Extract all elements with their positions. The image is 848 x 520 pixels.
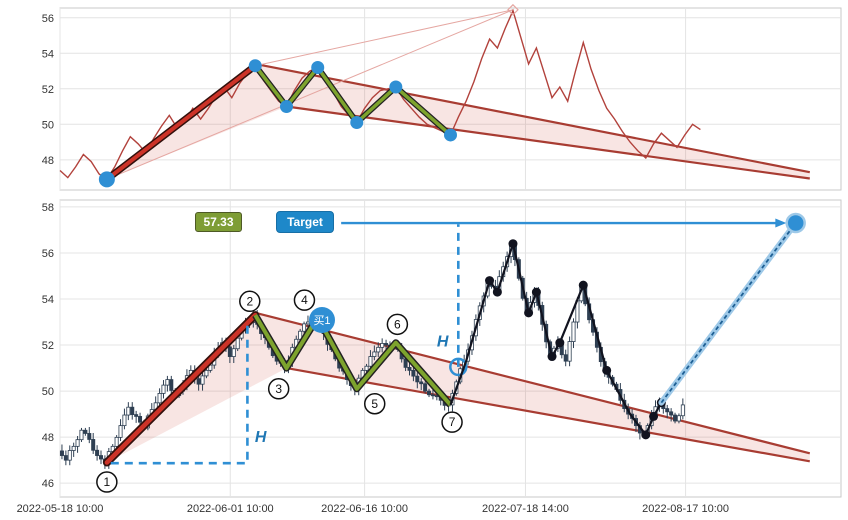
- y-tick-label: 56: [42, 13, 54, 25]
- y-tick-label: 48: [42, 155, 54, 167]
- pole-fill: [106, 65, 287, 180]
- y-tick-label: 50: [42, 386, 54, 398]
- pivot-dot-7[interactable]: [444, 128, 457, 142]
- peak-diamond-marker: [507, 3, 519, 16]
- y-tick-label: 54: [42, 48, 54, 60]
- pole-trendline[interactable]: [104, 63, 258, 182]
- swing-dot: [508, 239, 518, 249]
- target-dot[interactable]: [785, 212, 806, 234]
- y-tick-label: 50: [42, 119, 54, 131]
- bottom-plot-area[interactable]: [59, 199, 842, 498]
- swing-dot: [578, 280, 588, 290]
- y-tick-label: 52: [42, 340, 54, 352]
- flag-zigzag[interactable]: [253, 314, 453, 407]
- y-tick-label: 48: [42, 432, 54, 444]
- pivot-number-label: 5: [371, 397, 378, 411]
- pivot-number-circle-2[interactable]: [239, 290, 261, 313]
- x-tick-label: 2022-06-16 10:00: [321, 503, 408, 515]
- pivot-number-circle-3[interactable]: [267, 378, 290, 400]
- measured-target-value-badge[interactable]: 57.33: [195, 212, 242, 232]
- pivot-number-circle-5[interactable]: [363, 393, 386, 415]
- pole-fill: [106, 315, 287, 463]
- projection-triangle-line: [255, 9, 514, 67]
- swing-dot: [641, 430, 651, 440]
- swing-dot: [524, 308, 534, 318]
- pivot-number-label: 4: [301, 293, 308, 307]
- wedge-upper-line[interactable]: [255, 62, 811, 174]
- target-button[interactable]: Target: [276, 211, 334, 233]
- pivot-number-label: 7: [449, 415, 456, 429]
- top-chart: 48 50 52 54 56: [42, 3, 842, 191]
- x-tick-label: 2022-07-18 14:00: [482, 503, 569, 515]
- height-label: H: [437, 334, 449, 351]
- swing-dot: [531, 287, 541, 297]
- y-tick-label: 52: [42, 84, 54, 96]
- swing-dot: [485, 276, 495, 286]
- y-tick-label: 58: [42, 202, 54, 214]
- pivot-number-label: 3: [275, 382, 282, 396]
- wedge-lower-line[interactable]: [286, 367, 810, 463]
- pivot-number-label: 1: [104, 475, 111, 489]
- pivot-number-circle-7[interactable]: [441, 411, 463, 433]
- y-tick-label: 46: [42, 478, 54, 490]
- swing-dot: [602, 365, 612, 375]
- pivot-number-circle-6[interactable]: [386, 313, 409, 336]
- projection-line-inner: [660, 222, 797, 404]
- wedge-upper-line[interactable]: [255, 311, 811, 455]
- swing-dot: [547, 352, 557, 362]
- pivot-dot-5[interactable]: [350, 116, 364, 130]
- swing-dot: [492, 287, 502, 297]
- target-arrowhead: [775, 218, 787, 228]
- x-tick-label: 2022-05-18 10:00: [17, 503, 104, 515]
- pivot-dot-6[interactable]: [389, 80, 403, 94]
- pivot-dot-2[interactable]: [248, 59, 262, 73]
- pivot-number-circle-4[interactable]: [293, 289, 316, 311]
- pivot-number-circle-1[interactable]: [96, 471, 118, 493]
- projection-triangle-line: [106, 9, 514, 180]
- flag-zigzag[interactable]: [253, 64, 452, 137]
- pole-trendline[interactable]: [104, 312, 258, 465]
- swing-dot: [555, 338, 565, 348]
- x-axis: 2022-05-18 10:00 2022-06-01 10:00 2022-06-…: [17, 503, 729, 515]
- wedge-lower-line[interactable]: [286, 105, 810, 180]
- pivot-dot-3[interactable]: [279, 100, 293, 114]
- height-label: H: [255, 429, 267, 446]
- pivot-dot-4[interactable]: [311, 60, 325, 74]
- buy-signal-label[interactable]: 买1: [309, 307, 335, 333]
- pivot-number-label: 2: [246, 294, 253, 308]
- breakout-circle-marker[interactable]: [449, 357, 468, 377]
- height-measure-dashed-line[interactable]: [110, 324, 249, 465]
- swing-dot: [649, 411, 659, 421]
- x-tick-label: 2022-06-01 10:00: [187, 503, 274, 515]
- pivot-dot-1[interactable]: [98, 171, 115, 188]
- x-tick-label: 2022-08-17 10:00: [642, 503, 729, 515]
- pivot-number-label: 6: [394, 317, 401, 331]
- y-tick-label: 54: [42, 294, 54, 306]
- y-tick-label: 56: [42, 248, 54, 260]
- price-line: [59, 8, 701, 181]
